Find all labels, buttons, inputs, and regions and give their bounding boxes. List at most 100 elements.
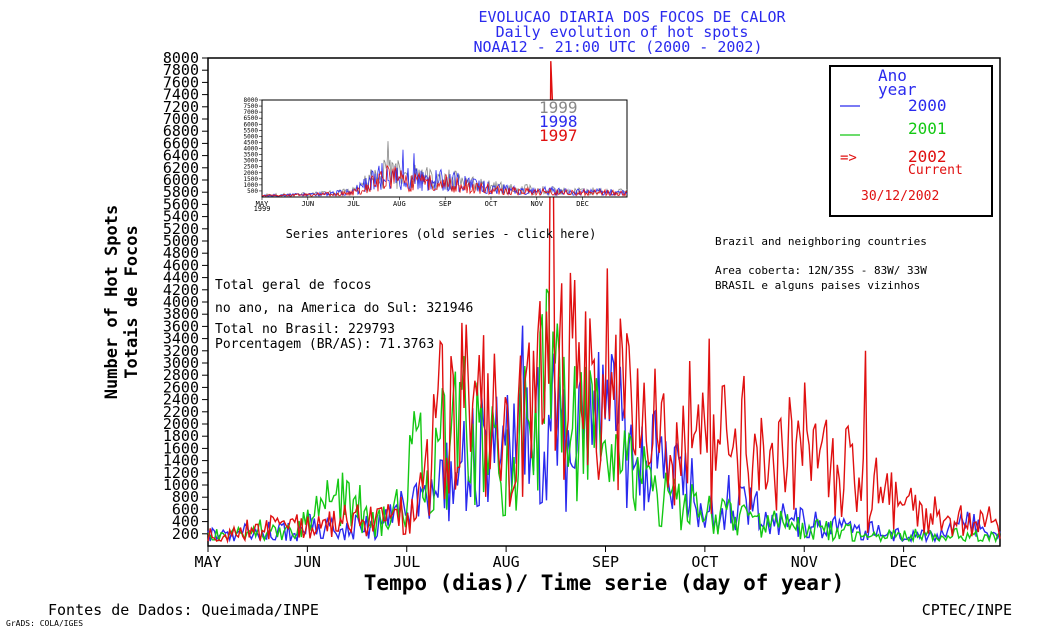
- y-tick-label: 5600: [163, 195, 199, 213]
- inset-y-tick-label: 5000: [244, 133, 259, 140]
- y-tick-label: 7800: [163, 61, 199, 79]
- legend-current-note: Current: [908, 163, 963, 178]
- y-tick-label: 6000: [163, 171, 199, 189]
- footer-sources: Fontes de Dados: Queimada/INPE: [48, 601, 319, 619]
- total-br-text: Total no Brasil: 229793: [215, 322, 395, 337]
- inset-series-line-1997: [261, 164, 628, 197]
- inset-y-tick-label: 7000: [244, 109, 259, 116]
- porcentagem-text: Porcentagem (BR/AS): 71.3763: [215, 337, 434, 352]
- chart-subtitle-2: NOAA12 - 21:00 UTC (2000 - 2002): [474, 38, 763, 56]
- y-tick-label: 3400: [163, 330, 199, 348]
- inset-y-tick-label: 1500: [244, 176, 259, 183]
- x-tick-label: JUN: [294, 553, 321, 571]
- y-tick-label: 1400: [163, 452, 199, 470]
- legend-title: Ano: [878, 66, 907, 85]
- series-layer: [207, 61, 1001, 544]
- y-axis-label-en: Number of Hot Spots: [102, 205, 122, 399]
- inset-y-tick-label: 8000: [244, 97, 259, 104]
- y-tick-label: 200: [172, 525, 199, 543]
- y-tick-label: 2200: [163, 403, 199, 421]
- footer-grads: GrADS: COLA/IGES: [6, 619, 83, 628]
- inset-legend-1997: 1997: [539, 126, 578, 145]
- inset-x-tick-label: DEC: [576, 200, 589, 208]
- y-tick-label: 6200: [163, 159, 199, 177]
- y-tick-label: 400: [172, 513, 199, 531]
- series-line-2000: [207, 325, 1001, 544]
- region-text: Brazil and neighboring countries: [715, 235, 927, 248]
- legend-current-marker: =>: [840, 150, 857, 166]
- y-tick-label: 2400: [163, 391, 199, 409]
- y-tick-label: 5400: [163, 208, 199, 226]
- x-tick-label: SEP: [592, 553, 619, 571]
- y-tick-label: 2800: [163, 366, 199, 384]
- y-tick-label: 800: [172, 488, 199, 506]
- y-tick-label: 1800: [163, 427, 199, 445]
- inset-y-tick-label: 2500: [244, 164, 259, 171]
- y-tick-label: 1200: [163, 464, 199, 482]
- inset-y-tick-label: 5500: [244, 127, 259, 134]
- y-tick-label: 4800: [163, 244, 199, 262]
- y-tick-label: 5800: [163, 183, 199, 201]
- x-tick-label: NOV: [791, 553, 818, 571]
- inset-year-label: 1999: [254, 205, 271, 213]
- y-tick-label: 3200: [163, 342, 199, 360]
- y-tick-label: 3000: [163, 354, 199, 372]
- total-sa-text: no ano, na America do Sul: 321946: [215, 301, 473, 316]
- area-text: Area coberta: 12N/35S - 83W/ 33W: [715, 264, 927, 277]
- region-annotation: Brazil and neighboring countries Area co…: [715, 235, 927, 292]
- inset-y-tick-label: 7500: [244, 103, 259, 110]
- y-tick-label: 1600: [163, 439, 199, 457]
- y-tick-label: 6600: [163, 134, 199, 152]
- totals-annotation: Total geral de focos no ano, na America …: [215, 278, 473, 352]
- x-axis-label: Tempo (dias)/ Time serie (day of year): [364, 571, 844, 595]
- legend-frame: [829, 65, 993, 217]
- inset-y-tick-label: 6500: [244, 115, 259, 122]
- y-tick-label: 3600: [163, 317, 199, 335]
- y-tick-label: 3800: [163, 305, 199, 323]
- chart-title: EVOLUCAO DIARIA DOS FOCOS DE CALOR: [478, 8, 786, 26]
- x-tick-label: MAY: [194, 553, 221, 571]
- inset-old-series[interactable]: 5001000150020002500300035004000450050005…: [244, 97, 628, 241]
- inset-x-tick-label: AUG: [393, 200, 406, 208]
- y-tick-label: 7200: [163, 98, 199, 116]
- inset-legend-1998: 1998: [539, 112, 578, 131]
- area-text-2: BRASIL e alguns paises vizinhos: [715, 279, 920, 292]
- inset-y-tick-label: 500: [247, 188, 258, 195]
- x-tick-label: AUG: [493, 553, 520, 571]
- y-tick-label: 4600: [163, 256, 199, 274]
- y-tick-label: 5000: [163, 232, 199, 250]
- inset-x-tick-label: OCT: [485, 200, 498, 208]
- y-tick-label: 6800: [163, 122, 199, 140]
- inset-y-tick-label: 6000: [244, 121, 259, 128]
- x-axis: MAY JUN JUL AUG SEP OCT NOV DEC: [194, 546, 917, 571]
- y-tick-label: 1000: [163, 476, 199, 494]
- y-tick-label: 4400: [163, 269, 199, 287]
- inset-x-axis: MAY JUN JUL AUG SEP OCT NOV DEC: [256, 197, 589, 208]
- y-tick-label: 2000: [163, 415, 199, 433]
- inset-series: [261, 141, 628, 198]
- x-tick-label: OCT: [691, 553, 718, 571]
- chart-subtitle: Daily evolution of hot spots: [496, 23, 749, 41]
- legend-entry-2000: 2000: [908, 96, 947, 115]
- inset-caption-link[interactable]: Series anteriores (old series - click he…: [286, 227, 597, 241]
- inset-x-tick-label: MAY: [256, 200, 269, 208]
- footer-org: CPTEC/INPE: [922, 601, 1012, 619]
- y-tick-label: 7400: [163, 86, 199, 104]
- inset-y-tick-label: 3000: [244, 158, 259, 165]
- x-tick-label: JUL: [393, 553, 420, 571]
- y-axis-label-pt: Totais de Focos: [122, 225, 142, 379]
- inset-y-tick-label: 4000: [244, 146, 259, 153]
- y-tick-label: 5200: [163, 220, 199, 238]
- inset-x-tick-label: SEP: [439, 200, 452, 208]
- inset-y-axis: 5001000150020002500300035004000450050005…: [244, 97, 262, 195]
- y-axis: 2004006008001000120014001600180020002200…: [163, 49, 208, 543]
- y-tick-label: 7000: [163, 110, 199, 128]
- y-tick-label: 600: [172, 500, 199, 518]
- inset-legend-1999: 1999: [539, 98, 578, 117]
- inset-y-tick-label: 4500: [244, 139, 259, 146]
- total-geral-text: Total geral de focos: [215, 278, 372, 293]
- inset-x-tick-label: JUN: [301, 200, 314, 208]
- legend-entry-2001: 2001: [908, 119, 947, 138]
